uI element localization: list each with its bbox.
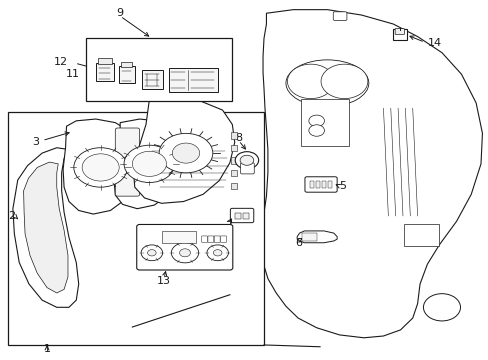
FancyBboxPatch shape xyxy=(231,183,237,189)
FancyBboxPatch shape xyxy=(392,30,406,40)
Circle shape xyxy=(159,134,212,173)
FancyBboxPatch shape xyxy=(322,181,325,188)
Text: 9: 9 xyxy=(116,8,123,18)
FancyBboxPatch shape xyxy=(201,236,207,242)
FancyBboxPatch shape xyxy=(231,157,237,164)
Text: 10: 10 xyxy=(88,83,102,93)
Circle shape xyxy=(82,154,119,181)
Text: 11: 11 xyxy=(66,69,80,79)
Text: 1: 1 xyxy=(43,344,50,354)
Circle shape xyxy=(147,249,156,256)
Circle shape xyxy=(235,152,258,169)
Circle shape xyxy=(287,64,333,99)
FancyBboxPatch shape xyxy=(302,233,316,240)
FancyBboxPatch shape xyxy=(316,181,320,188)
Circle shape xyxy=(206,245,228,261)
FancyBboxPatch shape xyxy=(231,145,237,151)
FancyBboxPatch shape xyxy=(240,163,254,174)
FancyBboxPatch shape xyxy=(121,62,132,67)
Circle shape xyxy=(141,245,162,261)
FancyBboxPatch shape xyxy=(142,70,162,89)
Polygon shape xyxy=(261,10,482,338)
Circle shape xyxy=(423,294,460,321)
Polygon shape xyxy=(13,148,79,307)
Text: 13: 13 xyxy=(157,276,171,286)
FancyBboxPatch shape xyxy=(214,236,220,242)
Polygon shape xyxy=(23,162,68,293)
Circle shape xyxy=(171,243,198,263)
FancyBboxPatch shape xyxy=(310,181,314,188)
Circle shape xyxy=(179,249,190,257)
FancyBboxPatch shape xyxy=(207,236,213,242)
FancyBboxPatch shape xyxy=(119,66,135,83)
Ellipse shape xyxy=(285,60,368,107)
FancyBboxPatch shape xyxy=(235,213,241,219)
Text: 2: 2 xyxy=(8,211,15,221)
FancyBboxPatch shape xyxy=(243,213,248,219)
Bar xyxy=(86,39,232,101)
Text: 12: 12 xyxy=(54,57,68,67)
FancyBboxPatch shape xyxy=(115,128,140,196)
Text: 3: 3 xyxy=(32,138,39,147)
FancyBboxPatch shape xyxy=(98,58,112,64)
Polygon shape xyxy=(114,119,184,209)
FancyBboxPatch shape xyxy=(96,63,114,81)
FancyBboxPatch shape xyxy=(231,170,237,176)
FancyBboxPatch shape xyxy=(305,177,336,192)
FancyBboxPatch shape xyxy=(220,236,226,242)
FancyBboxPatch shape xyxy=(300,99,348,146)
FancyBboxPatch shape xyxy=(137,225,232,270)
Polygon shape xyxy=(63,119,140,214)
FancyBboxPatch shape xyxy=(230,208,253,223)
Text: 6: 6 xyxy=(295,238,302,248)
Circle shape xyxy=(74,148,127,187)
Polygon shape xyxy=(133,98,234,203)
Bar xyxy=(8,112,264,345)
Circle shape xyxy=(124,145,174,183)
Circle shape xyxy=(213,249,222,256)
FancyBboxPatch shape xyxy=(332,12,346,21)
Text: 5: 5 xyxy=(339,181,346,191)
Circle shape xyxy=(308,125,324,136)
FancyBboxPatch shape xyxy=(327,181,331,188)
Text: 4: 4 xyxy=(137,87,144,97)
FancyBboxPatch shape xyxy=(403,224,438,246)
Circle shape xyxy=(321,64,367,99)
Text: 14: 14 xyxy=(427,38,441,48)
FancyBboxPatch shape xyxy=(394,29,404,35)
Circle shape xyxy=(172,143,199,163)
Text: 7: 7 xyxy=(225,221,232,231)
Circle shape xyxy=(132,151,166,176)
Polygon shape xyxy=(297,231,336,243)
FancyBboxPatch shape xyxy=(231,132,237,139)
Circle shape xyxy=(240,155,253,165)
Text: 8: 8 xyxy=(235,133,242,143)
FancyBboxPatch shape xyxy=(168,68,217,92)
FancyBboxPatch shape xyxy=(162,230,195,243)
Circle shape xyxy=(308,115,324,127)
